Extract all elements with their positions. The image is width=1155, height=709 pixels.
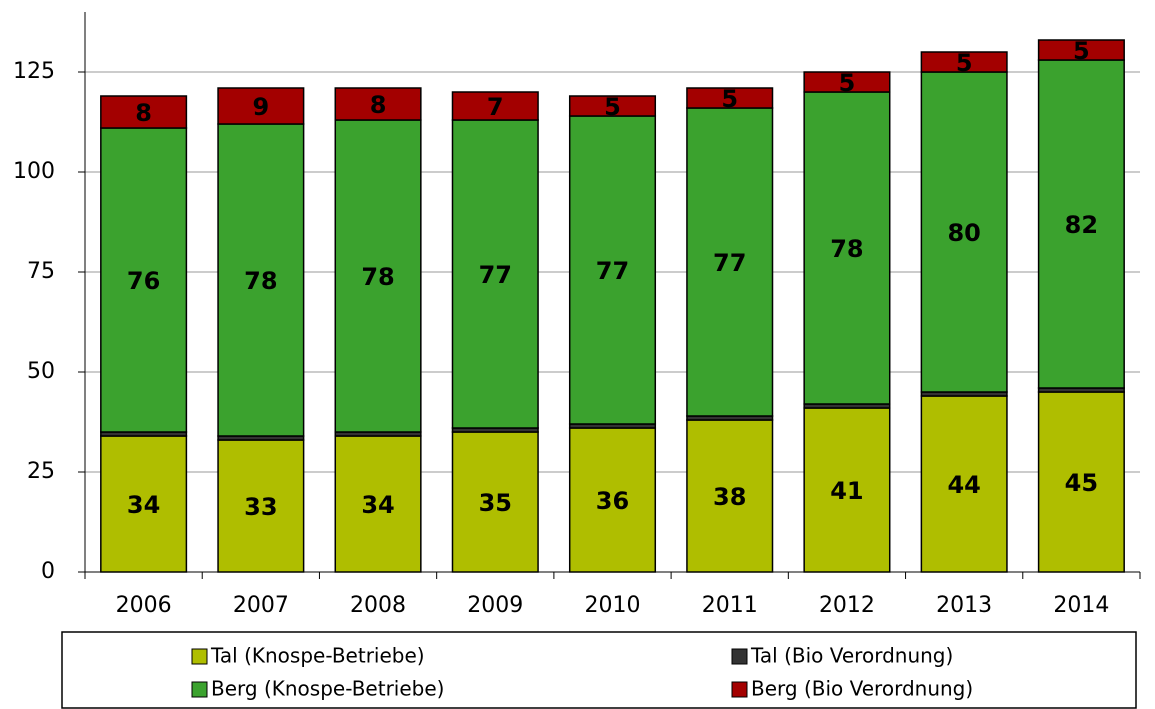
x-tick-label: 2007 <box>233 593 289 618</box>
data-label: 34 <box>127 491 160 519</box>
bar-segment <box>920 395 1008 573</box>
data-label: 9 <box>252 93 269 121</box>
data-label: 45 <box>1065 469 1098 497</box>
bar-segment <box>920 51 1008 73</box>
data-label: 77 <box>596 257 629 285</box>
bar-segment <box>568 427 657 573</box>
bar-segment <box>100 435 188 573</box>
bar-segment <box>686 87 774 109</box>
y-tick-label: 75 <box>27 259 55 284</box>
bar-segment <box>568 95 657 117</box>
legend-swatch <box>191 681 208 698</box>
data-label: 44 <box>947 471 980 499</box>
x-tick-label: 2012 <box>819 593 875 618</box>
legend-label: Tal (Knospe-Betriebe) <box>210 644 425 668</box>
bar-segment <box>1037 39 1125 61</box>
bar-segment <box>803 91 891 405</box>
bar-segment <box>334 435 422 573</box>
bar-segment <box>451 91 539 121</box>
data-label: 33 <box>244 493 277 521</box>
bar-segment <box>217 439 305 573</box>
data-label: 5 <box>839 69 856 97</box>
bar-segment <box>920 71 1008 393</box>
data-label: 35 <box>479 489 512 517</box>
bar-segment <box>451 119 539 429</box>
x-tick-label: 2014 <box>1053 593 1109 618</box>
legend-swatch <box>191 648 208 665</box>
legend-label: Berg (Knospe-Betriebe) <box>211 677 444 701</box>
bar-segment <box>451 431 539 573</box>
x-tick-label: 2010 <box>585 593 641 618</box>
data-label: 5 <box>721 85 738 113</box>
bar-segment <box>217 123 305 437</box>
bar-segment <box>803 71 891 93</box>
data-label: 41 <box>830 477 863 505</box>
x-tick-label: 2009 <box>467 593 523 618</box>
data-label: 78 <box>361 263 394 291</box>
bar-segment <box>568 115 657 425</box>
bar-segment <box>334 87 422 121</box>
legend-swatch <box>731 648 748 665</box>
y-tick-label: 50 <box>27 359 55 384</box>
data-label: 34 <box>361 491 394 519</box>
bar-segment <box>803 407 891 573</box>
data-label: 8 <box>370 91 387 119</box>
x-tick-label: 2013 <box>936 593 992 618</box>
legend-label: Berg (Bio Verordnung) <box>751 677 973 701</box>
legend-swatch <box>731 681 748 698</box>
data-label: 80 <box>947 219 980 247</box>
y-tick-label: 25 <box>27 459 55 484</box>
legend-label: Tal (Bio Verordnung) <box>750 644 953 668</box>
legend-box <box>61 631 1137 709</box>
bar-segment <box>1037 59 1125 389</box>
y-tick-label: 0 <box>41 559 55 584</box>
data-label: 8 <box>135 99 152 127</box>
data-label: 5 <box>1073 37 1090 65</box>
data-label: 38 <box>713 483 746 511</box>
y-tick-label: 125 <box>13 59 55 84</box>
data-label: 77 <box>713 249 746 277</box>
bar-segment <box>334 119 422 433</box>
x-tick-label: 2008 <box>350 593 406 618</box>
bar-segment <box>686 419 774 573</box>
bar-segment <box>217 87 305 125</box>
x-tick-label: 2006 <box>116 593 172 618</box>
data-label: 5 <box>956 49 973 77</box>
data-label: 78 <box>244 267 277 295</box>
data-label: 76 <box>127 267 160 295</box>
data-label: 7 <box>487 93 504 121</box>
data-label: 82 <box>1065 211 1098 239</box>
data-label: 5 <box>604 93 621 121</box>
x-tick-label: 2011 <box>702 593 758 618</box>
y-tick-label: 100 <box>13 159 55 184</box>
bar-segment <box>100 95 188 129</box>
data-label: 78 <box>830 235 863 263</box>
data-label: 36 <box>596 487 629 515</box>
data-label: 77 <box>479 261 512 289</box>
